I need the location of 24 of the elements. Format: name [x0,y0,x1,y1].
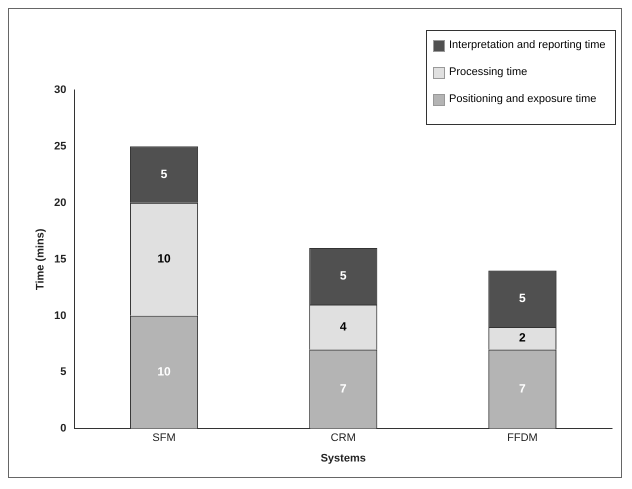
y-tick-label: 15 [54,253,66,266]
data-label: 10 [157,364,172,378]
legend-label: Processing time [449,66,528,78]
y-tick-label: 5 [60,366,66,378]
data-label: 7 [519,381,526,396]
x-tick-label: SFM [152,432,176,444]
data-label: 5 [519,291,526,306]
data-label: 4 [340,319,347,334]
y-tick-label: 25 [54,140,66,152]
y-tick-label: 10 [54,310,66,322]
y-tick-label: 30 [54,84,66,96]
data-label: 2 [519,330,526,345]
x-tick-label: FFDM [507,432,538,444]
data-label: 5 [340,268,347,283]
x-axis-title: Systems [320,452,366,464]
data-label: 7 [340,381,347,396]
x-tick-label: CRM [330,432,356,444]
y-tick-label: 20 [54,196,66,209]
data-label: 10 [157,252,172,266]
y-tick-label: 0 [60,422,66,435]
y-axis-title: Time (mins) [34,228,47,290]
data-label: 5 [160,166,168,181]
legend-label: Interpretation and reporting time [449,39,606,51]
legend-label: Positioning and exposure time [449,93,596,105]
